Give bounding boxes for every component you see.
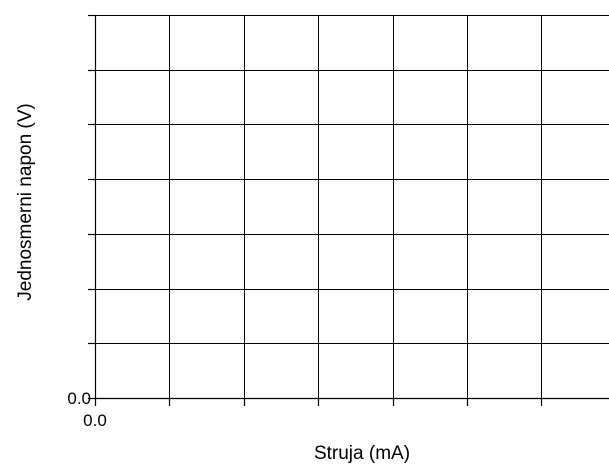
y-tick-label-0: 0.0: [67, 389, 91, 408]
grid-layer: [94, 15, 609, 400]
x-tick-label-0: 0.0: [83, 411, 107, 430]
x-axis-title: Struja (mA): [314, 443, 410, 464]
label-layer: 0.00.0: [67, 389, 106, 430]
tick-layer: [88, 14, 543, 406]
y-axis-title: Jednosmerni napon (V): [15, 103, 36, 301]
